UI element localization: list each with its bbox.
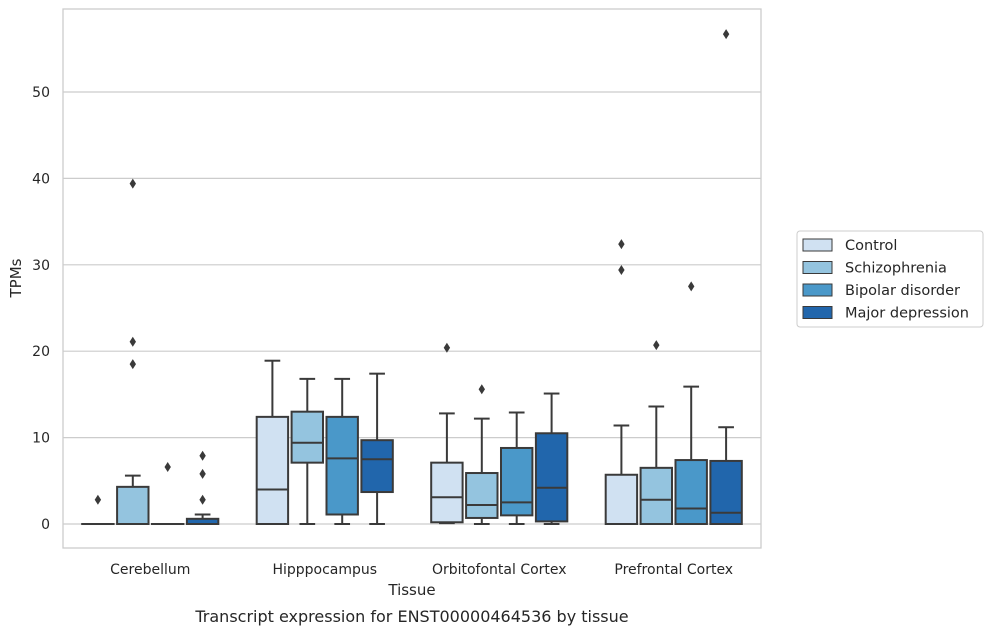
box-body	[116, 485, 150, 525]
box	[255, 359, 290, 526]
legend-swatch	[802, 238, 833, 252]
outlier-point	[688, 281, 695, 292]
box	[116, 178, 150, 525]
box	[360, 372, 394, 525]
box	[185, 450, 220, 525]
box-body	[709, 459, 743, 526]
y-axis-label: TPMs	[7, 258, 25, 298]
x-tick-labels: Cerebellum Hipppocampus Orbitofontal Corte…	[110, 562, 733, 578]
x-tick-label: Cerebellum	[110, 562, 190, 578]
y-tick-label: 50	[32, 85, 50, 101]
outlier-point	[129, 178, 136, 189]
x-tick-label: Orbitofontal Cortex	[432, 562, 567, 578]
box	[150, 461, 185, 526]
box-body	[674, 459, 708, 525]
y-tick-label: 30	[32, 258, 50, 274]
outlier-point	[129, 336, 136, 347]
legend-label: Schizophrenia	[845, 261, 947, 277]
box	[604, 239, 639, 526]
box-body	[465, 472, 499, 519]
boxes	[81, 29, 743, 526]
box-body	[639, 466, 674, 525]
box	[534, 392, 569, 525]
box	[430, 342, 464, 525]
box	[709, 29, 743, 526]
outlier-point	[443, 342, 451, 353]
legend-label: Major depression	[845, 306, 969, 322]
y-tick-label: 0	[41, 517, 50, 533]
legend-label: Bipolar disorder	[845, 283, 960, 299]
outlier-point	[722, 29, 730, 40]
box-body	[499, 446, 534, 517]
box-body	[290, 410, 325, 464]
box-body	[325, 415, 359, 516]
outlier-point	[164, 461, 171, 472]
box-body	[255, 415, 290, 526]
box-body	[360, 439, 394, 494]
outlier-point	[199, 450, 206, 461]
box	[290, 377, 325, 525]
box	[674, 281, 708, 525]
outlier-point	[618, 239, 625, 250]
box	[325, 377, 359, 525]
box-body	[534, 432, 569, 523]
chart-caption: Transcript expression for ENST0000046453…	[194, 607, 628, 626]
box	[81, 494, 115, 526]
box-body	[604, 473, 639, 526]
legend-frame	[796, 230, 984, 328]
x-axis-label: Tissue	[387, 581, 435, 599]
y-tick-labels: 0 10 20 30 40 50	[32, 85, 50, 533]
outlier-point	[129, 359, 136, 370]
y-tick-label: 40	[32, 171, 50, 187]
outlier-point	[199, 468, 206, 479]
legend-swatch	[802, 283, 833, 297]
box	[499, 411, 534, 525]
y-tick-label: 20	[32, 344, 50, 360]
legend-label: Control	[845, 238, 897, 254]
legend: Control Schizophrenia Bipolar disorder Majo…	[796, 230, 984, 328]
outlier-point	[199, 494, 206, 505]
x-tick-label: Hipppocampus	[272, 562, 377, 578]
outlier-point	[94, 494, 102, 505]
outlier-point	[478, 384, 485, 395]
legend-swatch	[802, 261, 833, 274]
box	[639, 340, 674, 525]
y-tick-label: 10	[32, 431, 50, 447]
box-body	[430, 461, 464, 524]
plot-frame	[62, 8, 762, 549]
x-tick-label: Prefrontal Cortex	[614, 562, 733, 578]
box	[465, 384, 499, 525]
outlier-point	[618, 264, 625, 275]
legend-swatch	[802, 306, 833, 319]
outlier-point	[653, 340, 660, 351]
